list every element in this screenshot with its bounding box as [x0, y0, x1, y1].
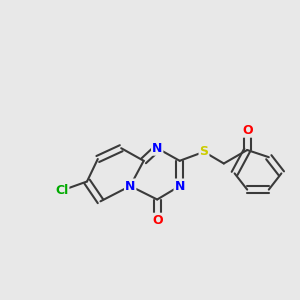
Text: O: O: [152, 214, 163, 227]
Text: N: N: [175, 179, 185, 193]
Text: N: N: [152, 142, 162, 155]
Text: O: O: [242, 124, 253, 137]
Text: Cl: Cl: [55, 184, 68, 197]
Text: N: N: [125, 179, 135, 193]
Text: S: S: [200, 145, 208, 158]
